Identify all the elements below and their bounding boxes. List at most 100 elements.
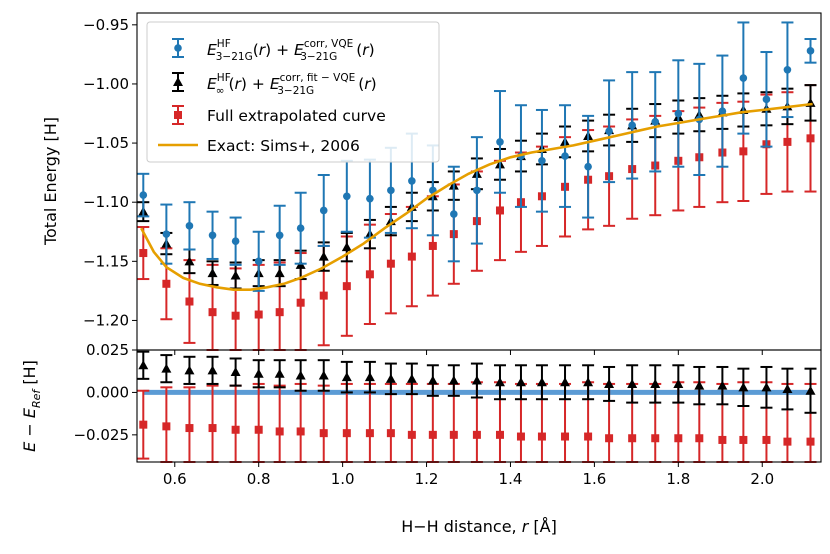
blue-marker-24 (674, 109, 683, 118)
xtick-label-4: 1.4 (499, 470, 523, 488)
bottom-black-marker-5 (253, 368, 264, 378)
bottom-black-marker-18 (536, 377, 547, 387)
bottom-black-marker-7 (295, 370, 306, 380)
bottom-black-marker-8 (318, 370, 329, 380)
blue-marker-6 (275, 231, 284, 240)
bottom-black-marker-0 (138, 360, 149, 370)
red-marker-8 (319, 291, 328, 300)
blue-marker-23 (651, 117, 660, 126)
bottom-black-marker-24 (673, 378, 684, 388)
black-marker-6 (274, 268, 285, 278)
bottom-series-group (137, 350, 817, 463)
blue-marker-8 (319, 206, 328, 215)
bottom-black-marker-23 (650, 378, 661, 388)
blue-marker-20 (584, 162, 592, 171)
blue-marker-9 (343, 192, 351, 201)
bottom-black-marker-25 (694, 380, 705, 390)
top-y-axis-label: Total Energy [H] (41, 117, 60, 246)
bottom-red-marker-5 (254, 425, 263, 434)
bottom-red-marker-21 (605, 434, 614, 443)
bottom-panel: −0.025 0.000 0.025 0.6 0.8 1.0 1.2 1.4 1.6 1.8 2.0… (20, 341, 822, 536)
blue-marker-3 (208, 231, 217, 240)
bottom-ytick-label-0: −0.025 (73, 426, 129, 444)
bottom-series-black (137, 350, 817, 414)
bottom-ticks: −0.025 0.000 0.025 0.6 0.8 1.0 1.2 1.4 1.6 1.8 2.0 (73, 341, 774, 488)
blue-marker-4 (231, 237, 240, 246)
bottom-red-marker-30 (806, 437, 815, 446)
bottom-red-marker-11 (386, 429, 395, 438)
top-ytick-label-5: −0.95 (83, 16, 129, 34)
bottom-black-marker-22 (627, 378, 638, 388)
blue-marker-11 (387, 186, 395, 195)
black-marker-2 (184, 256, 195, 266)
red-marker-13 (428, 241, 437, 250)
black-marker-4 (230, 270, 241, 280)
blue-marker-16 (496, 138, 504, 146)
legend-entry-hf-321g-vqe: EHF 3−21G(r) + Ecorr, VQE 3−21G (r) (207, 38, 375, 63)
legend-frame (146, 21, 440, 163)
bottom-red-marker-25 (695, 434, 704, 443)
legend-entry-full-extrapolated: Full extrapolated curve (207, 107, 386, 125)
bottom-red-marker-17 (516, 432, 525, 441)
bottom-ytick-label-1: 0.000 (86, 383, 129, 401)
bottom-y-axis-label: E − ERef [H] (20, 360, 43, 452)
blue-marker-22 (628, 121, 636, 130)
legend-marker-2 (174, 111, 182, 119)
legend-marker-0 (174, 44, 182, 52)
red-marker-0 (139, 249, 148, 258)
legend: EHF 3−21G(r) + Ecorr, VQE 3−21G (r) EHF ∞ (r)… (146, 21, 440, 163)
red-marker-9 (342, 282, 351, 291)
bottom-black-marker-21 (604, 378, 615, 388)
top-ytick-label-1: −1.15 (83, 252, 129, 270)
xtick-label-2: 1.0 (331, 470, 355, 488)
red-marker-7 (296, 298, 305, 307)
bottom-red-marker-15 (472, 430, 481, 439)
x-axis-label: H−H distance, r [Å] (401, 517, 557, 536)
exact-curve-line (140, 102, 813, 292)
bottom-black-marker-4 (230, 367, 241, 377)
top-ytick-label-0: −1.20 (83, 311, 129, 329)
bottom-black-marker-15 (471, 375, 482, 385)
bottom-red-marker-2 (185, 424, 194, 433)
bottom-black-marker-2 (184, 365, 195, 375)
bottom-black-marker-16 (494, 377, 505, 387)
bottom-red-marker-19 (561, 432, 570, 441)
bottom-red-marker-29 (783, 437, 792, 446)
bottom-red-marker-4 (231, 425, 240, 434)
bottom-red-marker-14 (449, 430, 458, 439)
bottom-red-marker-9 (342, 429, 351, 438)
bottom-red-marker-13 (428, 430, 437, 439)
bottom-red-marker-18 (537, 432, 546, 441)
blue-marker-28 (762, 95, 771, 104)
bottom-red-marker-10 (365, 429, 374, 438)
black-marker-9 (341, 242, 352, 252)
red-marker-3 (208, 308, 217, 317)
blue-marker-21 (605, 127, 613, 136)
legend-symbols (158, 38, 198, 147)
red-marker-16 (495, 206, 504, 215)
bottom-black-marker-1 (161, 363, 172, 373)
bottom-red-marker-22 (628, 434, 637, 443)
top-ticks: −1.20 −1.15 −1.10 −1.05 −1.00 −0.95 (83, 16, 763, 355)
red-marker-10 (365, 270, 374, 279)
bottom-red-marker-3 (208, 424, 217, 433)
blue-marker-2 (185, 222, 194, 230)
bottom-black-marker-20 (583, 377, 594, 387)
bottom-red-marker-7 (296, 427, 305, 436)
bottom-black-marker-9 (341, 372, 352, 382)
blue-marker-18 (538, 157, 546, 165)
bottom-series-red (137, 381, 817, 463)
red-marker-29 (783, 137, 792, 146)
bottom-black-marker-13 (427, 375, 438, 385)
red-marker-2 (185, 297, 194, 306)
red-marker-27 (739, 147, 748, 156)
blue-marker-7 (296, 224, 305, 233)
bottom-black-marker-27 (738, 382, 749, 392)
xtick-label-7: 2.0 (750, 470, 774, 488)
bottom-black-marker-17 (515, 377, 526, 387)
top-panel: −1.20 −1.15 −1.10 −1.05 −1.00 −0.95 Total Ene… (41, 12, 822, 355)
blue-marker-26 (718, 107, 727, 115)
bottom-red-marker-16 (495, 430, 504, 439)
bottom-red-marker-8 (319, 429, 328, 438)
blue-marker-15 (473, 186, 481, 195)
